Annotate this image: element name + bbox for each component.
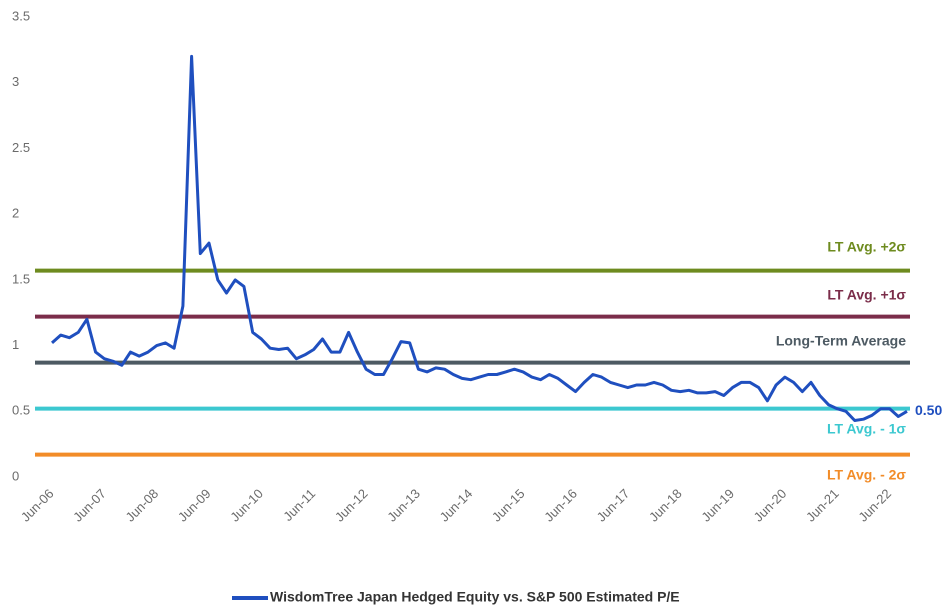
y-tick-label: 2 — [12, 206, 19, 221]
x-tick-label: Jun-06 — [18, 486, 57, 525]
x-tick-label: Jun-21 — [803, 486, 842, 525]
x-tick-label: Jun-20 — [751, 486, 790, 525]
x-tick-label: Jun-22 — [855, 486, 894, 525]
reference-label: LT Avg. - 2σ — [827, 466, 906, 482]
y-tick-label: 0.5 — [12, 403, 30, 418]
x-tick-label: Jun-18 — [646, 486, 685, 525]
legend: WisdomTree Japan Hedged Equity vs. S&P 5… — [232, 589, 680, 605]
series-line — [50, 54, 908, 422]
y-tick-label: 1 — [12, 337, 19, 352]
reference-label: LT Avg. +2σ — [827, 238, 906, 254]
x-tick-label: Jun-11 — [280, 486, 318, 524]
x-tick-label: Jun-08 — [123, 486, 162, 525]
x-tick-label: Jun-14 — [437, 486, 476, 525]
x-tick-label: Jun-15 — [489, 486, 528, 525]
y-tick-label: 2.5 — [12, 140, 30, 155]
x-tick-label: Jun-17 — [594, 486, 633, 525]
y-tick-label: 3.5 — [12, 8, 30, 23]
x-tick-label: Jun-07 — [70, 486, 109, 525]
x-tick-label: Jun-16 — [541, 486, 580, 525]
end-label: 0.50 — [915, 402, 942, 418]
y-tick-label: 3 — [12, 74, 19, 89]
legend-label: WisdomTree Japan Hedged Equity vs. S&P 5… — [270, 589, 680, 605]
x-tick-label: Jun-10 — [227, 486, 266, 525]
x-tick-label: Jun-12 — [332, 486, 371, 525]
x-tick-label: Jun-09 — [175, 486, 214, 525]
y-tick-label: 0 — [12, 468, 19, 483]
reference-label: LT Avg. - 1σ — [827, 420, 906, 436]
x-tick-label: Jun-13 — [384, 486, 423, 525]
reference-label: LT Avg. +1σ — [827, 286, 906, 302]
x-tick-label: Jun-19 — [698, 486, 737, 525]
y-tick-label: 1.5 — [12, 271, 30, 286]
reference-label: Long-Term Average — [776, 332, 906, 348]
